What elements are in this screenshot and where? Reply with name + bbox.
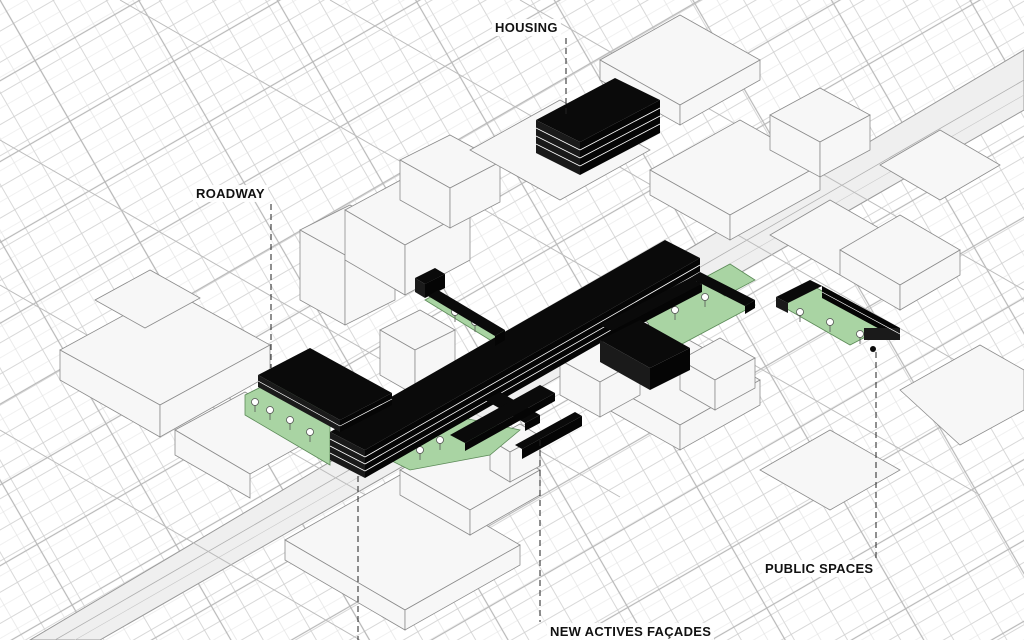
public-spaces-label: PUBLIC SPACES — [762, 560, 877, 577]
roadway-block — [257, 348, 393, 432]
leader-lines — [270, 38, 877, 640]
housing-label: HOUSING — [492, 19, 561, 36]
housing-block — [535, 78, 661, 175]
bridge-elements — [415, 268, 755, 459]
linear-building — [329, 240, 701, 478]
roadway-label: ROADWAY — [193, 185, 268, 202]
public-spaces-block — [776, 280, 901, 352]
new-facades-label: NEW ACTIVES FAÇADES — [547, 623, 715, 640]
